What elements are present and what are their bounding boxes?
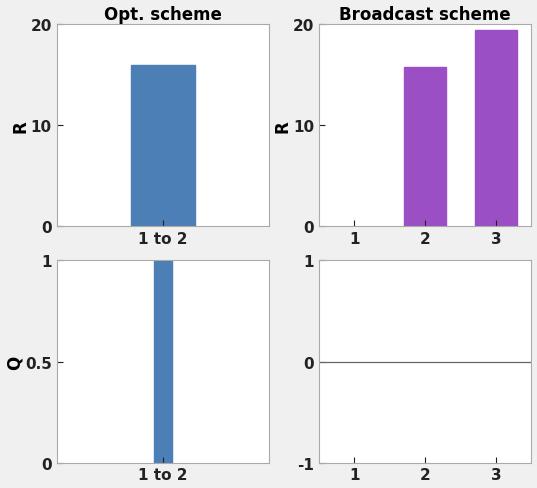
Y-axis label: R: R — [273, 120, 292, 132]
Y-axis label: Q: Q — [5, 355, 24, 369]
Title: Broadcast scheme: Broadcast scheme — [339, 5, 511, 23]
Bar — [154, 261, 172, 463]
Y-axis label: R: R — [11, 120, 29, 132]
Title: Opt. scheme: Opt. scheme — [104, 5, 222, 23]
Bar — [475, 31, 517, 227]
Bar — [404, 67, 446, 227]
Bar — [131, 65, 195, 227]
